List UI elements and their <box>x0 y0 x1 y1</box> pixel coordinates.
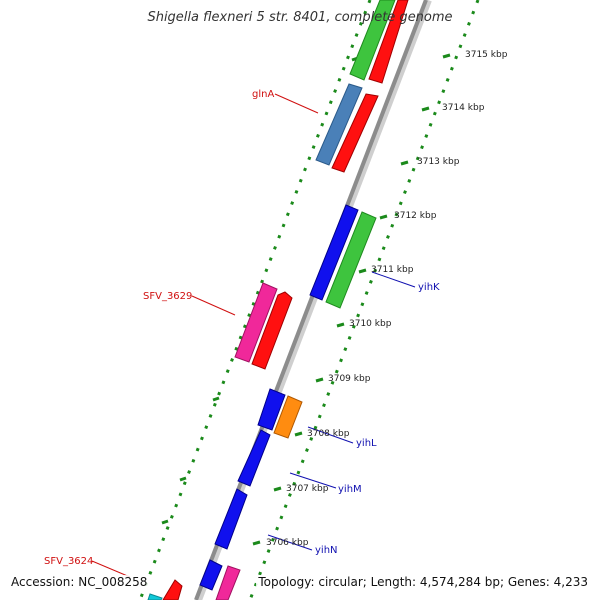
gene-cyan-bottom[interactable] <box>147 593 163 600</box>
gene-red-top[interactable] <box>368 0 409 84</box>
gene-green-top[interactable] <box>349 0 396 81</box>
gene-red-sfv3624[interactable] <box>162 579 183 600</box>
tick-marks <box>161 53 451 546</box>
leader-lines <box>91 93 416 578</box>
map-title: Shigella flexneri 5 str. 8401, complete … <box>147 10 453 25</box>
gene-red-3629[interactable] <box>251 291 293 370</box>
gene-blue-3709[interactable] <box>257 388 286 431</box>
gene-sfv3629[interactable] <box>234 282 278 363</box>
gene-label-yihk[interactable]: yihK <box>418 282 440 293</box>
gene-blue-3706[interactable] <box>214 488 248 550</box>
gene-blue-3712[interactable] <box>309 204 359 301</box>
gene-blue-3707[interactable] <box>237 429 271 487</box>
gene-label-sfv3624[interactable]: SFV_3624 <box>44 556 93 567</box>
tick-label: 3708 kbp <box>307 429 350 439</box>
tick-label: 3706 kbp <box>266 538 309 548</box>
accession-text: Accession: NC_008258 <box>9 575 150 589</box>
tick-label: 3707 kbp <box>286 484 329 494</box>
tick-label: 3714 kbp <box>442 103 485 113</box>
gene-glna[interactable] <box>315 83 363 166</box>
gene-label-yihn[interactable]: yihN <box>315 545 338 556</box>
tick-label: 3711 kbp <box>371 265 414 275</box>
topology-text: Topology: circular; Length: 4,574,284 bp… <box>256 575 590 589</box>
gene-label-sfv3629[interactable]: SFV_3629 <box>143 291 192 302</box>
gene-label-yihm[interactable]: yihM <box>338 484 362 495</box>
gene-label-yihl[interactable]: yihL <box>356 438 377 449</box>
tick-label: 3715 kbp <box>465 50 508 60</box>
gene-pink-bottom[interactable] <box>215 565 241 600</box>
tick-label: 3710 kbp <box>349 319 392 329</box>
genes <box>147 0 409 600</box>
gene-labels: glnA SFV_3629 SFV_3624 yihK yihL yihM yi… <box>44 89 440 567</box>
gene-orange-yihl[interactable] <box>273 395 303 439</box>
tick-labels: 3715 kbp 3714 kbp 3713 kbp 3712 kbp 3711… <box>266 50 508 548</box>
gene-label-glna[interactable]: glnA <box>252 89 274 100</box>
tick-label: 3713 kbp <box>417 157 460 167</box>
gene-blue-bottom[interactable] <box>199 559 223 591</box>
tick-label: 3709 kbp <box>328 374 371 384</box>
gene-green-3711[interactable] <box>325 211 377 309</box>
tick-label: 3712 kbp <box>394 211 437 221</box>
gene-red-2[interactable] <box>331 93 379 173</box>
